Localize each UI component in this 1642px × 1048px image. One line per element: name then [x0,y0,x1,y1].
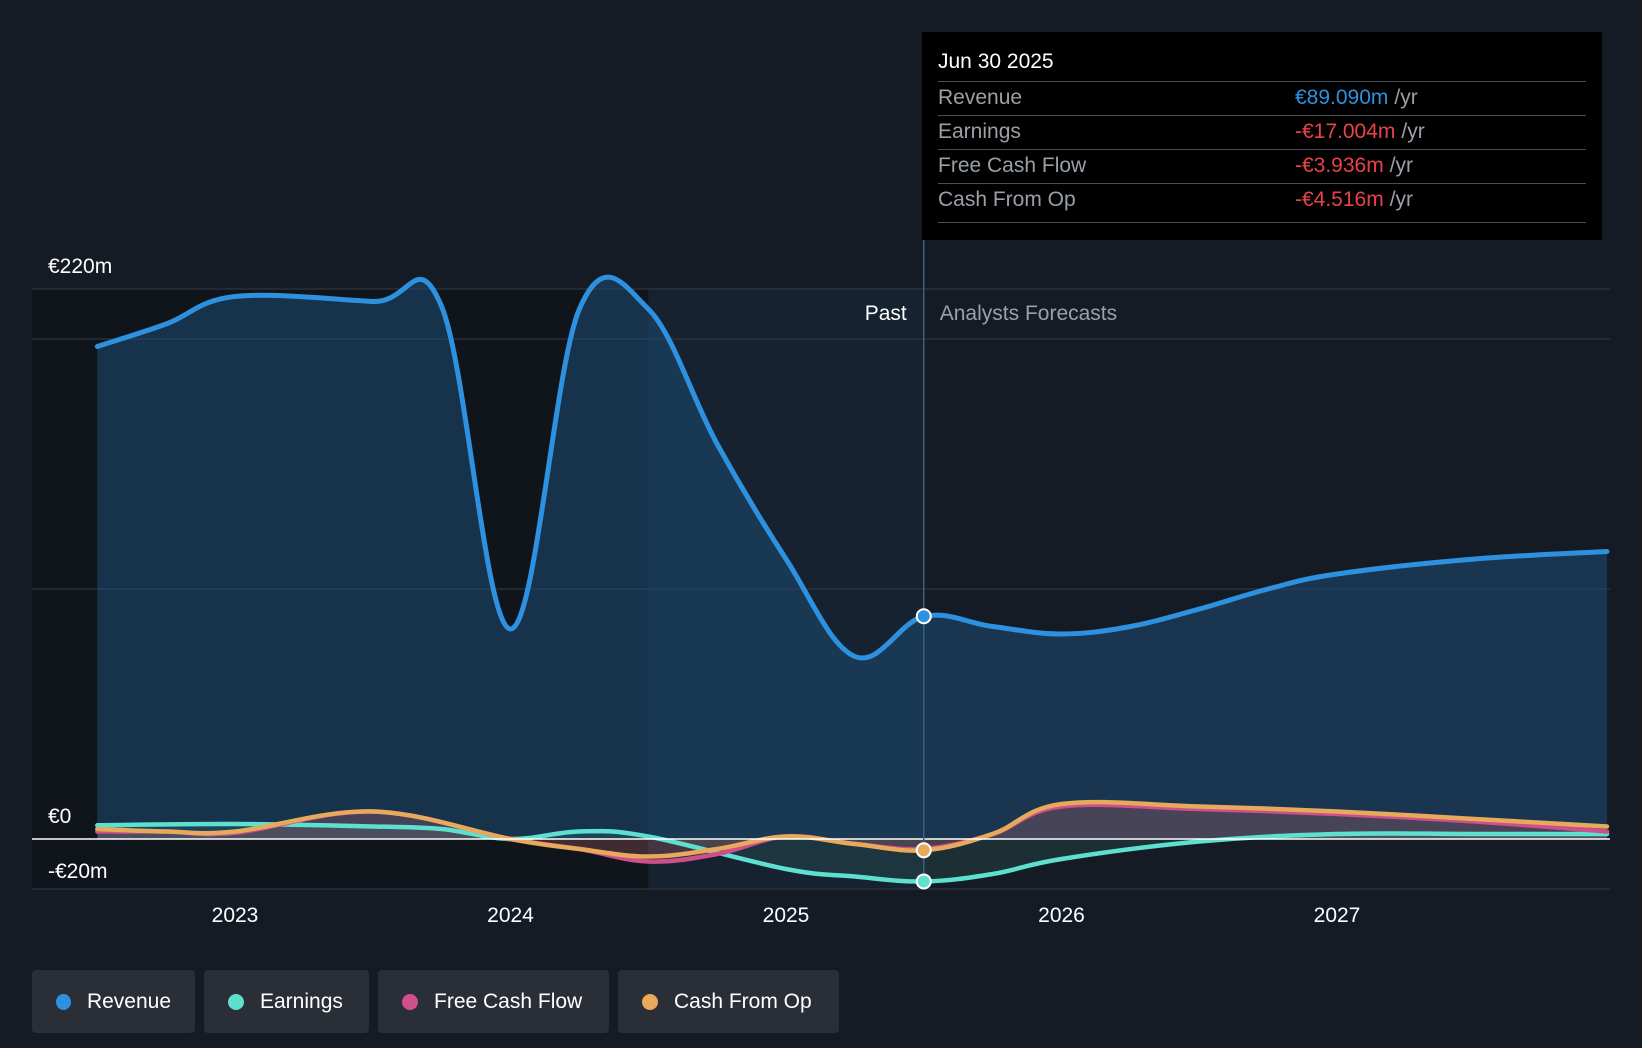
legend-item-earnings[interactable]: Earnings [204,970,369,1033]
legend-item-revenue[interactable]: Revenue [32,970,195,1033]
y-axis-label-top: €220m [48,255,112,278]
tooltip-row-earnings: Earnings -€17.004m/yr [938,115,1586,150]
tooltip-unit: /yr [1389,154,1414,177]
tooltip-value-number: -€4.516m [1295,188,1384,211]
tooltip-row-cash-from-op: Cash From Op -€4.516m/yr [938,183,1586,218]
tooltip-label: Revenue [938,86,1023,109]
x-tick-label-2024: 2024 [487,904,534,927]
tooltip-label: Free Cash Flow [938,154,1087,177]
y-axis-label-zero: €0 [48,805,71,828]
tooltip-unit: /yr [1401,120,1425,143]
tooltip-date: Jun 30 2025 [938,50,1054,73]
tooltip: Jun 30 2025 Revenue €89.090m/yr Earnings… [922,32,1602,240]
free-cash-flow-area [97,804,1607,862]
legend-label: Revenue [86,989,171,1013]
cash-from-op-marker [915,842,932,859]
legend-label: Cash From Op [674,989,812,1013]
cash-from-op-area [97,802,1607,857]
tooltip-value: -€4.516m/yr [1295,188,1413,212]
legend-dot-icon [642,993,658,1010]
tooltip-label: Earnings [938,120,1021,143]
tooltip-value-number: -€17.004m [1295,120,1396,143]
x-tick-label-2026: 2026 [1038,904,1085,927]
legend: Revenue Earnings Free Cash Flow Cash Fro… [32,970,839,1033]
y-axis-label-bottom: -€20m [48,860,108,883]
legend-dot-icon [228,993,244,1010]
forecast-label: Analysts Forecasts [940,302,1117,325]
earnings-marker [915,873,932,890]
tooltip-value-number: -€3.936m [1295,154,1384,177]
x-tick-label-2027: 2027 [1314,904,1361,927]
tooltip-row-free-cash-flow: Free Cash Flow -€3.936m/yr [938,149,1586,184]
legend-label: Earnings [260,989,343,1013]
revenue-line [94,274,1610,661]
tooltip-value: €89.090m/yr [1295,86,1418,110]
tooltip-unit: /yr [1394,86,1418,109]
tooltip-value: -€17.004m/yr [1295,120,1425,144]
legend-dot-icon [402,993,418,1010]
x-tick-label-2025: 2025 [763,904,810,927]
earnings-line [95,821,1610,884]
legend-dot-icon [56,993,71,1010]
tooltip-value-number: €89.090m [1295,86,1389,109]
tooltip-row-revenue: Revenue €89.090m/yr [938,81,1586,116]
legend-label: Free Cash Flow [434,989,583,1013]
tooltip-unit: /yr [1389,188,1414,211]
revenue-marker [915,608,932,625]
cash-from-op-line [95,799,1610,859]
tooltip-label: Cash From Op [938,188,1076,211]
legend-item-free-cash-flow[interactable]: Free Cash Flow [378,970,609,1033]
x-tick-label-2023: 2023 [212,904,259,927]
revenue-area [97,277,1607,839]
legend-item-cash-from-op[interactable]: Cash From Op [618,970,839,1033]
tooltip-value: -€3.936m/yr [1295,154,1413,178]
past-label: Past [865,302,907,325]
tooltip-divider [938,222,1586,223]
